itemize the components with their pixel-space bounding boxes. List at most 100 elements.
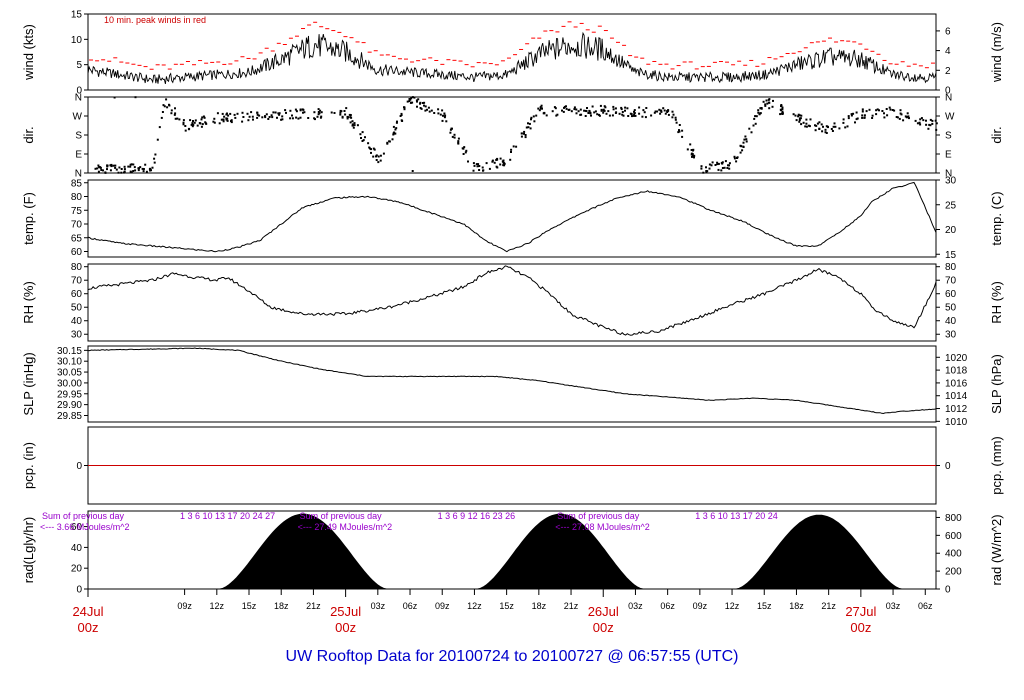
left-tick-label-pcp: 0 <box>76 461 82 472</box>
dir-point <box>222 120 225 123</box>
dir-point <box>401 120 404 122</box>
dir-point <box>818 121 821 124</box>
dir-point <box>356 124 359 127</box>
dir-point <box>248 115 251 118</box>
dir-point <box>889 108 892 111</box>
dir-point <box>799 117 802 120</box>
dir-point <box>242 116 245 118</box>
dir-point <box>467 160 469 163</box>
panel-dir <box>84 96 940 174</box>
dir-point <box>739 151 742 154</box>
dir-point <box>579 108 582 111</box>
right-tick-label-rh: 30 <box>945 330 957 341</box>
left-tick-label-temp: 60 <box>71 247 83 258</box>
dir-point <box>229 112 232 115</box>
dir-point <box>233 113 236 116</box>
dir-point <box>692 154 694 157</box>
dir-point <box>512 145 515 148</box>
dir-point <box>236 112 239 115</box>
dir-point <box>710 164 713 167</box>
dir-point <box>591 105 594 108</box>
rad-hour-marks: 1 3 6 10 13 17 20 24 27 <box>180 511 275 521</box>
dir-point <box>654 110 657 113</box>
dir-point <box>757 111 760 114</box>
panel-rh <box>84 263 940 342</box>
dir-point <box>700 165 703 168</box>
dir-point <box>437 108 440 111</box>
dir-point <box>717 168 720 171</box>
dir-point <box>764 104 767 107</box>
dir-point <box>216 112 219 115</box>
dir-point <box>472 162 475 165</box>
dir-point <box>805 125 808 128</box>
dir-point <box>307 117 310 119</box>
dir-point <box>104 171 107 174</box>
hour-tick-label: 18z <box>274 601 289 611</box>
dir-point <box>345 107 348 110</box>
dir-point <box>621 111 624 113</box>
right-tick-label-rh: 50 <box>945 303 957 314</box>
dir-point <box>532 115 535 118</box>
hour-tick-label: 15z <box>242 601 257 611</box>
dir-point <box>478 165 481 167</box>
dir-point <box>264 115 266 118</box>
dir-point <box>314 118 316 121</box>
dir-point <box>270 114 273 117</box>
dir-point <box>97 170 100 173</box>
left-axis-label-rad: rad(Lgly/hr) <box>21 517 36 583</box>
day-time-label: 00z <box>335 620 356 635</box>
dir-point <box>752 124 755 127</box>
dir-point <box>633 112 636 114</box>
dir-point <box>795 119 798 122</box>
left-axis-label-rh: RH (%) <box>21 281 36 324</box>
dir-point <box>589 111 592 114</box>
dir-point <box>868 108 871 111</box>
dir-point <box>299 109 302 112</box>
dir-point <box>608 114 611 117</box>
dir-point <box>612 105 615 108</box>
dir-point <box>720 169 723 172</box>
dir-point <box>113 96 116 99</box>
hour-tick-label: 12z <box>467 601 482 611</box>
dir-point <box>200 125 203 128</box>
dir-point <box>753 117 756 120</box>
dir-point <box>643 111 646 114</box>
dir-point <box>596 113 599 116</box>
dir-point <box>154 153 157 156</box>
dir-point <box>861 116 864 119</box>
dir-point <box>905 116 908 119</box>
dir-point <box>814 124 816 127</box>
dir-point <box>808 125 811 128</box>
dir-point <box>822 125 824 128</box>
dir-point <box>267 118 270 120</box>
dir-point <box>161 111 164 113</box>
dir-point <box>847 117 850 120</box>
left-tick-label-slp: 29.95 <box>57 389 82 400</box>
dir-point <box>675 121 678 124</box>
dir-point <box>584 115 587 117</box>
dir-point <box>708 163 711 166</box>
hour-tick-label: 06z <box>660 601 675 611</box>
dir-point <box>733 157 736 160</box>
dir-point <box>876 108 879 111</box>
dir-point <box>768 107 771 110</box>
dir-point <box>291 117 294 120</box>
hour-tick-label: 21z <box>564 601 579 611</box>
dir-point <box>351 123 354 126</box>
dir-point <box>906 112 909 115</box>
left-tick-label-rh: 30 <box>71 330 83 341</box>
dir-point <box>443 112 446 115</box>
dir-point <box>781 110 784 113</box>
dir-point <box>204 121 207 124</box>
left-tick-label-rad: 60 <box>71 522 83 533</box>
dir-point <box>201 116 204 119</box>
dir-point <box>364 136 366 139</box>
left-axis-label-pcp: pcp. (in) <box>21 442 36 489</box>
dir-point <box>575 112 578 115</box>
dir-point <box>491 159 494 162</box>
dir-point <box>462 153 465 155</box>
dir-point <box>758 112 761 115</box>
dir-point <box>272 111 275 114</box>
dir-point <box>908 117 910 120</box>
dir-point <box>620 106 623 109</box>
